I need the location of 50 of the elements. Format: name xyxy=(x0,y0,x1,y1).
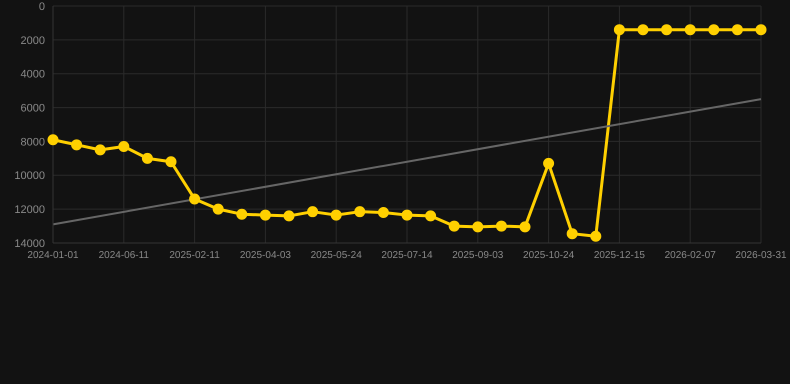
y-tick-label: 4000 xyxy=(20,68,45,81)
x-tick-label: 2024-01-01 xyxy=(27,250,80,262)
point xyxy=(354,206,366,218)
point xyxy=(732,24,743,36)
y-tick-label: 0 xyxy=(38,0,45,13)
point xyxy=(661,24,672,36)
point xyxy=(590,230,602,242)
x-tick-label: 2025-09-03 xyxy=(452,250,504,262)
point xyxy=(284,210,294,222)
y-tick-label: 8000 xyxy=(20,136,45,148)
point xyxy=(189,193,200,204)
x-tick-label: 2025-05-24 xyxy=(310,250,362,262)
x-tick-label: 2025-10-24 xyxy=(523,250,575,262)
point xyxy=(118,141,130,152)
x-tick-label: 2025-07-14 xyxy=(381,250,434,262)
point xyxy=(614,24,625,36)
x-tick-label: 2024-06-11 xyxy=(98,250,150,262)
point xyxy=(94,144,106,156)
x-tick-label: 2025-04-03 xyxy=(240,250,292,262)
point xyxy=(378,207,389,218)
x-tick-label: 2025-02-11 xyxy=(169,250,220,262)
point xyxy=(330,210,342,221)
point xyxy=(638,24,648,36)
point xyxy=(212,204,224,215)
point xyxy=(142,152,153,164)
y-tick-label: 14000 xyxy=(14,238,45,250)
y-tick-label: 12000 xyxy=(14,204,45,216)
point xyxy=(684,24,696,36)
point xyxy=(708,24,720,36)
y-tick-label: 10000 xyxy=(14,170,45,182)
point xyxy=(260,210,271,221)
point xyxy=(425,210,436,222)
point xyxy=(496,220,507,232)
point xyxy=(307,206,318,218)
point xyxy=(472,221,484,232)
point xyxy=(566,228,578,240)
point xyxy=(448,220,460,232)
x-tick-label: 2025-12-15 xyxy=(594,250,646,262)
point xyxy=(543,158,554,169)
point xyxy=(166,156,176,168)
y-tick-label: 2000 xyxy=(20,34,45,47)
y-tick-label: 6000 xyxy=(20,102,45,114)
x-tick-label: 2026-02-07 xyxy=(664,250,716,262)
x-tick-label: 2026-03-31 xyxy=(735,250,788,262)
point xyxy=(71,139,82,150)
point xyxy=(520,221,530,232)
point xyxy=(236,208,248,220)
point xyxy=(48,134,58,146)
point xyxy=(756,24,766,36)
point xyxy=(402,210,412,221)
